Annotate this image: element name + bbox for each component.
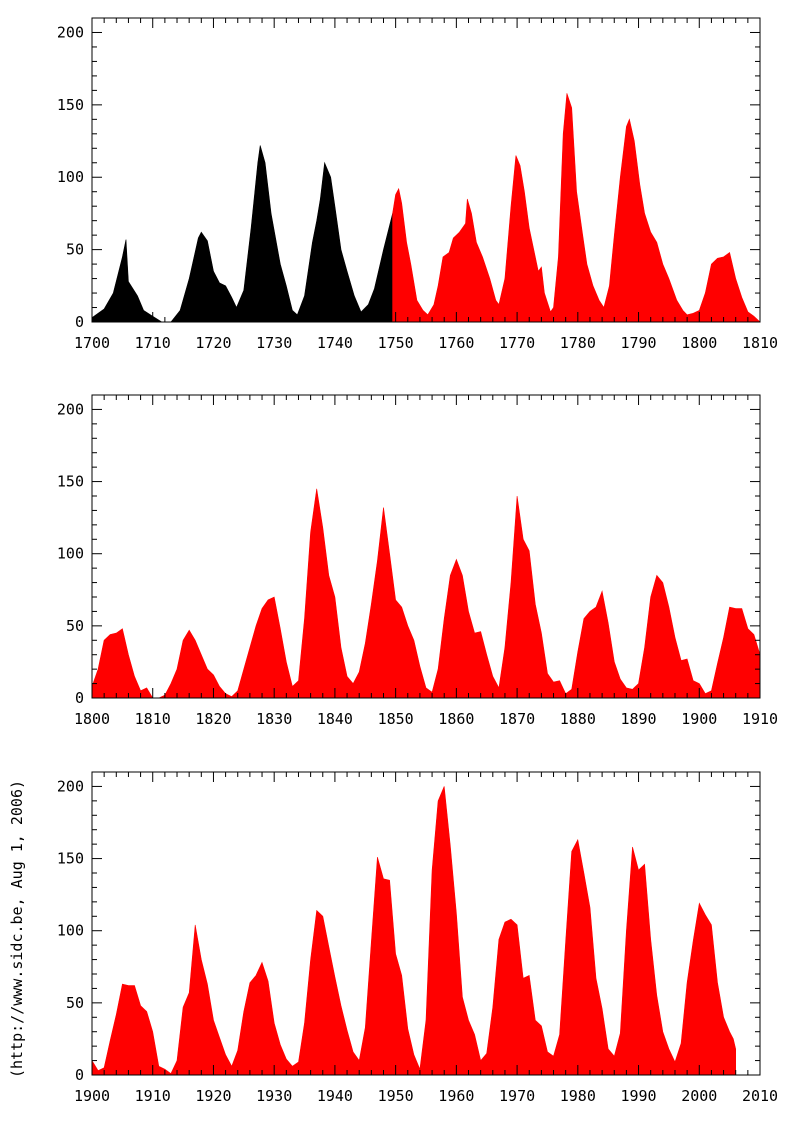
x-tick-label: 1900 [74, 1087, 110, 1105]
y-tick-label: 200 [57, 777, 84, 795]
panel-1: 1700 1710 1720 1730 1740 1750 1760 1770 1780 1790… [57, 17, 778, 352]
series-area-1 [91, 488, 761, 699]
x-tick-label: 1810 [135, 710, 171, 728]
y-tick-label: 0 [75, 313, 84, 331]
x-tick-label: 1880 [560, 710, 596, 728]
plot-frame [91, 17, 761, 323]
x-tick-label: 2000 [681, 1087, 717, 1105]
y-tick-label: 100 [57, 168, 84, 186]
y-tick-label: 150 [57, 96, 84, 114]
x-tick-label: 1710 [135, 334, 171, 352]
x-tick-label: 1870 [499, 710, 535, 728]
x-tick-label: 1890 [620, 710, 656, 728]
y-tick-label: 0 [75, 1066, 84, 1084]
x-tick-label: 1810 [742, 334, 778, 352]
y-tick-label: 0 [75, 689, 84, 707]
y-tick-label: 50 [66, 994, 84, 1012]
panel-2: 1800 1810 1820 1830 1840 1850 1860 1870 1880 1890… [57, 394, 778, 728]
x-tick-label: 1920 [195, 1087, 231, 1105]
x-tick-label: 1800 [74, 710, 110, 728]
y-tick-label: 50 [66, 617, 84, 635]
x-tick-label: 1900 [681, 710, 717, 728]
x-tick-label: 1950 [378, 1087, 414, 1105]
x-tick-label: 1720 [195, 334, 231, 352]
x-tick-label: 1840 [317, 710, 353, 728]
plot-frame [91, 771, 761, 1076]
credit-text: (http://www.sidc.be, Aug 1, 2006) [8, 780, 26, 1078]
x-tick-label: 1910 [135, 1087, 171, 1105]
y-tick-label: 50 [66, 241, 84, 259]
x-tick-label: 1830 [256, 710, 292, 728]
y-tick-label: 150 [57, 850, 84, 868]
x-tick-label: 1990 [620, 1087, 656, 1105]
x-tick-label: 1760 [438, 334, 474, 352]
series-area-1 [91, 786, 736, 1076]
y-tick-label: 150 [57, 473, 84, 491]
x-tick-label: 1910 [742, 710, 778, 728]
x-tick-label: 1730 [256, 334, 292, 352]
series-area-1 [91, 145, 393, 323]
x-tick-label: 1800 [681, 334, 717, 352]
x-tick-label: 1750 [378, 334, 414, 352]
y-tick-label: 200 [57, 400, 84, 418]
plot-frame [91, 394, 761, 699]
series-area-2 [392, 93, 761, 323]
x-tick-label: 1740 [317, 334, 353, 352]
x-tick-label: 2010 [742, 1087, 778, 1105]
panel-3: 1900 1910 1920 1930 1940 1950 1960 1970 1980 1990… [57, 771, 778, 1105]
y-tick-label: 100 [57, 545, 84, 563]
x-tick-label: 1930 [256, 1087, 292, 1105]
y-tick-label: 200 [57, 23, 84, 41]
x-tick-label: 1940 [317, 1087, 353, 1105]
x-tick-label: 1700 [74, 334, 110, 352]
x-tick-label: 1960 [438, 1087, 474, 1105]
x-tick-label: 1820 [195, 710, 231, 728]
x-tick-label: 1780 [560, 334, 596, 352]
x-tick-label: 1850 [378, 710, 414, 728]
x-tick-label: 1980 [560, 1087, 596, 1105]
x-tick-label: 1860 [438, 710, 474, 728]
y-tick-label: 100 [57, 922, 84, 940]
x-tick-label: 1970 [499, 1087, 535, 1105]
x-tick-label: 1790 [620, 334, 656, 352]
x-tick-label: 1770 [499, 334, 535, 352]
